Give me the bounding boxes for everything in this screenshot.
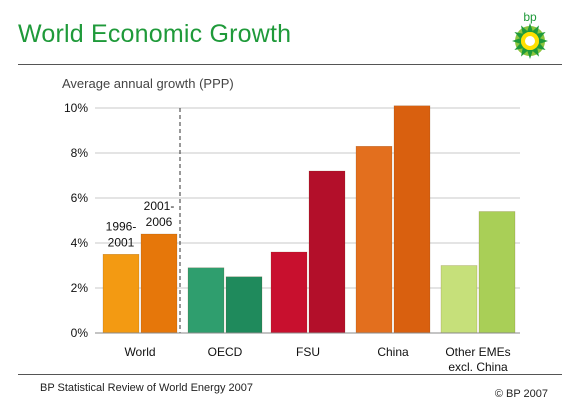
category-label: World <box>124 345 155 359</box>
category-label: excl. China <box>448 360 508 374</box>
logo-text: bp <box>523 10 537 24</box>
bar <box>140 233 178 334</box>
bar <box>355 146 393 334</box>
series-annotation: 2001- <box>144 199 175 213</box>
bar <box>270 251 308 334</box>
series-annotation: 1996- <box>106 219 137 233</box>
header-divider <box>18 64 562 65</box>
category-label: FSU <box>296 345 320 359</box>
bar <box>187 267 225 334</box>
page-title: World Economic Growth <box>18 20 292 48</box>
y-tick-label: 10% <box>64 101 88 115</box>
bar <box>478 211 516 334</box>
category-label: Other EMEs <box>445 345 510 359</box>
source-note: BP Statistical Review of World Energy 20… <box>40 382 253 394</box>
series-annotation: 2001 <box>108 235 135 249</box>
copyright: © BP 2007 <box>494 388 548 400</box>
bar <box>308 170 346 334</box>
y-axis-title: Average annual growth (PPP) <box>62 76 234 91</box>
bar <box>102 254 140 334</box>
category-label: OECD <box>208 345 243 359</box>
bar <box>225 276 263 334</box>
y-tick-label: 8% <box>71 146 89 160</box>
y-tick-label: 2% <box>71 281 89 295</box>
bar <box>393 105 431 334</box>
category-label: China <box>377 345 409 359</box>
y-tick-label: 0% <box>71 326 89 340</box>
y-tick-label: 6% <box>71 191 89 205</box>
bar <box>440 265 478 334</box>
bp-helios-icon: bp <box>512 10 548 59</box>
y-tick-label: 4% <box>71 236 89 250</box>
series-annotation: 2006 <box>146 215 173 229</box>
footer-divider <box>18 374 562 375</box>
